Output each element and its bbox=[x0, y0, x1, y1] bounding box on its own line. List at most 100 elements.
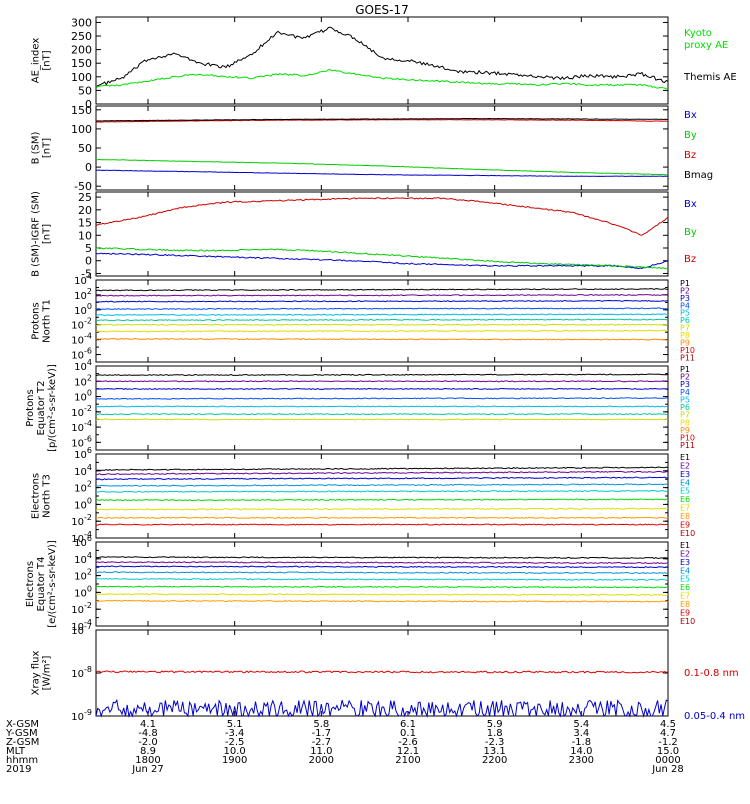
series-elec4-E2 bbox=[95, 561, 669, 565]
ytick-label-ae: 50 bbox=[78, 84, 92, 97]
channel-label-elec3: E8 bbox=[680, 512, 690, 521]
xaxis-row-value: 5.1 bbox=[227, 719, 243, 730]
channel-label-prot2: P8 bbox=[680, 418, 690, 427]
ytick-label-ae: 150 bbox=[71, 57, 92, 70]
ylabel-elec3: Electrons North T3 bbox=[31, 473, 53, 519]
channel-label-elec3: E9 bbox=[680, 520, 690, 529]
ytick-label-prot2: 10-6 bbox=[71, 434, 92, 449]
channel-label-prot1: P8 bbox=[680, 331, 690, 340]
ytick-label-xray: 10-8 bbox=[71, 665, 92, 680]
series-elec4-E4 bbox=[95, 571, 669, 575]
xaxis-row-value: -1.2 bbox=[658, 737, 678, 748]
legend-xray: 0.1-0.8 nm bbox=[684, 668, 739, 679]
ytick-label-elec4: 100 bbox=[74, 584, 92, 599]
ytick-label-bigrf: 20 bbox=[78, 204, 92, 217]
xaxis-row-value: 2100 bbox=[395, 755, 420, 766]
channel-label-elec4: E6 bbox=[680, 583, 690, 592]
legend-bsm: Bx bbox=[684, 110, 697, 121]
series-prot1-P2 bbox=[95, 293, 669, 297]
ytick-label-prot1: 102 bbox=[74, 287, 92, 302]
series-xray-0-05-0-4-nm bbox=[95, 698, 669, 718]
ytick-label-elec4: 10-2 bbox=[71, 601, 92, 616]
channel-label-prot1: P2 bbox=[680, 286, 690, 295]
xaxis-row-label: Z-GSM bbox=[6, 737, 39, 748]
legend-bsm: Bz bbox=[684, 150, 696, 161]
series-prot1-P5 bbox=[95, 313, 668, 316]
series-prot1-P7 bbox=[95, 323, 669, 326]
series-bigrf-By bbox=[95, 247, 669, 270]
series-elec4-E5 bbox=[95, 577, 669, 581]
series-elec3-E3 bbox=[95, 476, 669, 481]
series-prot1-P4 bbox=[95, 307, 669, 311]
legend-bigrf: Bz bbox=[684, 254, 696, 265]
ylabel-line-bsm: B (SM) bbox=[31, 131, 42, 164]
channel-label-elec3: E1 bbox=[680, 453, 690, 462]
xaxis-row-value: 2200 bbox=[482, 755, 507, 766]
xaxis-row-value: Jun 28 bbox=[651, 764, 684, 775]
xaxis-row-value: 2300 bbox=[569, 755, 594, 766]
ytick-label-bigrf: 5 bbox=[85, 242, 92, 255]
channel-label-elec3: E2 bbox=[680, 461, 690, 470]
series-prot1-P3 bbox=[95, 299, 669, 303]
panel-frame-xray bbox=[95, 629, 669, 717]
xaxis-row-value: 4.1 bbox=[140, 719, 156, 730]
legend-ae: Themis AE bbox=[683, 72, 737, 83]
series-bigrf-Bx bbox=[96, 252, 668, 270]
ylabel-line-ae: [nT] bbox=[42, 50, 53, 70]
series-ae-Themis-AE bbox=[95, 26, 669, 89]
series-prot2-P4 bbox=[95, 397, 669, 400]
ylabel-line-elec4: [e/(cm²-s-sr-keV)] bbox=[47, 540, 58, 628]
panel-frame-elec4 bbox=[95, 541, 669, 627]
series-bsm-Bx bbox=[96, 169, 669, 177]
channel-label-elec4: E7 bbox=[680, 592, 690, 601]
channel-label-elec4: E2 bbox=[680, 549, 690, 558]
ytick-label-bigrf: 0 bbox=[85, 255, 92, 268]
channel-label-prot2: P11 bbox=[680, 441, 695, 450]
ytick-label-bigrf: -5 bbox=[81, 267, 92, 280]
panel-frame-prot2 bbox=[95, 365, 669, 451]
ytick-label-bsm: 50 bbox=[78, 142, 92, 155]
channel-label-elec3: E4 bbox=[680, 478, 690, 487]
ytick-label-prot1: 104 bbox=[74, 272, 92, 287]
xaxis-row-value: 4.5 bbox=[660, 719, 676, 730]
panel-frame-prot1 bbox=[95, 279, 669, 363]
ylabel-line-xray: Xray flux bbox=[31, 651, 42, 696]
ytick-label-bsm: 0 bbox=[85, 161, 92, 174]
channel-label-prot1: P3 bbox=[680, 294, 690, 303]
series-elec4-E1 bbox=[95, 556, 669, 559]
series-prot2-P3 bbox=[95, 387, 669, 390]
xaxis-row-value: -2.6 bbox=[398, 737, 418, 748]
channel-label-elec4: E8 bbox=[680, 600, 690, 609]
xaxis-row-value: 0.1 bbox=[400, 728, 416, 739]
channel-label-elec4: E9 bbox=[680, 608, 690, 617]
series-prot1-P8 bbox=[95, 329, 669, 333]
xaxis-row-value: 6.1 bbox=[400, 719, 416, 730]
channel-label-prot2: P4 bbox=[680, 388, 690, 397]
ytick-label-ae: 200 bbox=[71, 44, 92, 57]
series-prot1-P6 bbox=[95, 318, 669, 322]
channel-label-elec3: E6 bbox=[680, 495, 690, 504]
ylabel-line-prot1: Protons bbox=[31, 302, 42, 339]
ylabel-line-elec3: North T3 bbox=[42, 474, 53, 518]
xaxis-row-label: hhmm bbox=[6, 755, 38, 766]
series-ae-Kyoto-proxy-AE bbox=[95, 69, 669, 90]
ytick-label-bsm: 100 bbox=[71, 123, 92, 136]
ytick-label-elec4: 102 bbox=[74, 568, 92, 583]
ytick-label-prot1: 100 bbox=[74, 302, 92, 317]
series-bsm-By bbox=[95, 158, 668, 176]
series-prot1-P1 bbox=[95, 288, 668, 292]
xaxis-row-label: MLT bbox=[6, 746, 26, 757]
channel-label-elec4: E1 bbox=[680, 541, 690, 550]
xaxis-row-value: -4.8 bbox=[138, 728, 158, 739]
panel-frame-elec3 bbox=[95, 453, 669, 539]
ytick-label-prot1: 10-2 bbox=[71, 317, 92, 332]
ytick-label-xray: 10-9 bbox=[71, 708, 92, 723]
xaxis-row-value: -2.7 bbox=[312, 737, 332, 748]
ytick-label-elec4: 104 bbox=[74, 551, 92, 566]
xaxis-row-value: 13.1 bbox=[484, 746, 506, 757]
ytick-label-prot2: 102 bbox=[74, 373, 92, 388]
ytick-label-prot2: 10-4 bbox=[71, 419, 92, 434]
ylabel-line-prot2: [p/(cm²-s-sr-keV)] bbox=[47, 364, 58, 452]
ytick-label-ae: 0 bbox=[85, 98, 92, 111]
